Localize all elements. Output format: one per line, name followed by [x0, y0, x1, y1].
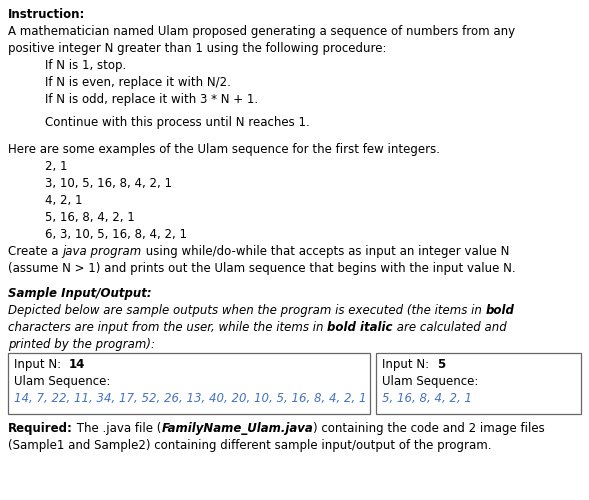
- Text: 2, 1: 2, 1: [45, 160, 68, 173]
- Text: Ulam Sequence:: Ulam Sequence:: [382, 375, 478, 388]
- Bar: [376, 353, 581, 414]
- Text: are calculated and: are calculated and: [393, 321, 507, 334]
- Text: java program: java program: [62, 245, 141, 258]
- Text: 3, 10, 5, 16, 8, 4, 2, 1: 3, 10, 5, 16, 8, 4, 2, 1: [45, 177, 172, 190]
- Text: If N is even, replace it with N/2.: If N is even, replace it with N/2.: [45, 76, 231, 89]
- Text: printed by the program):: printed by the program):: [8, 338, 155, 351]
- Bar: [8, 353, 370, 414]
- Text: Depicted below are sample outputs when the program is executed (the items in: Depicted below are sample outputs when t…: [8, 304, 485, 317]
- Text: 5, 16, 8, 4, 2, 1: 5, 16, 8, 4, 2, 1: [382, 392, 472, 405]
- Text: ) containing the code and 2 image files: ) containing the code and 2 image files: [313, 422, 545, 435]
- Text: Instruction:: Instruction:: [8, 8, 85, 21]
- Text: Required:: Required:: [8, 422, 73, 435]
- Text: (Sample1 and Sample2) containing different sample input/output of the program.: (Sample1 and Sample2) containing differe…: [8, 439, 491, 452]
- Text: Ulam Sequence:: Ulam Sequence:: [14, 375, 110, 388]
- Text: If N is 1, stop.: If N is 1, stop.: [45, 59, 126, 72]
- Text: Create a: Create a: [8, 245, 62, 258]
- Text: (assume N > 1) and prints out the Ulam sequence that begins with the input value: (assume N > 1) and prints out the Ulam s…: [8, 262, 515, 275]
- Text: FamilyName_Ulam.java: FamilyName_Ulam.java: [161, 422, 313, 435]
- Text: bold italic: bold italic: [327, 321, 393, 334]
- Text: Sample Input/Output:: Sample Input/Output:: [8, 287, 151, 300]
- Text: 5: 5: [436, 358, 445, 371]
- Text: The .java file (: The .java file (: [73, 422, 161, 435]
- Text: Input N:: Input N:: [14, 358, 69, 371]
- Text: Input N:: Input N:: [382, 358, 436, 371]
- Text: 6, 3, 10, 5, 16, 8, 4, 2, 1: 6, 3, 10, 5, 16, 8, 4, 2, 1: [45, 228, 187, 241]
- Text: Continue with this process until N reaches 1.: Continue with this process until N reach…: [45, 116, 310, 129]
- Text: Here are some examples of the Ulam sequence for the first few integers.: Here are some examples of the Ulam seque…: [8, 143, 440, 156]
- Text: positive integer N greater than 1 using the following procedure:: positive integer N greater than 1 using …: [8, 42, 386, 55]
- Text: 14, 7, 22, 11, 34, 17, 52, 26, 13, 40, 20, 10, 5, 16, 8, 4, 2, 1: 14, 7, 22, 11, 34, 17, 52, 26, 13, 40, 2…: [14, 392, 366, 405]
- Text: bold: bold: [485, 304, 515, 317]
- Text: A mathematician named Ulam proposed generating a sequence of numbers from any: A mathematician named Ulam proposed gene…: [8, 25, 515, 38]
- Text: 14: 14: [69, 358, 85, 371]
- Text: If N is odd, replace it with 3 * N + 1.: If N is odd, replace it with 3 * N + 1.: [45, 93, 258, 106]
- Text: 4, 2, 1: 4, 2, 1: [45, 194, 82, 207]
- Text: 5, 16, 8, 4, 2, 1: 5, 16, 8, 4, 2, 1: [45, 211, 135, 224]
- Text: characters are input from the user, while the items in: characters are input from the user, whil…: [8, 321, 327, 334]
- Text: using while/do-while that accepts as input an integer value N: using while/do-while that accepts as inp…: [141, 245, 509, 258]
